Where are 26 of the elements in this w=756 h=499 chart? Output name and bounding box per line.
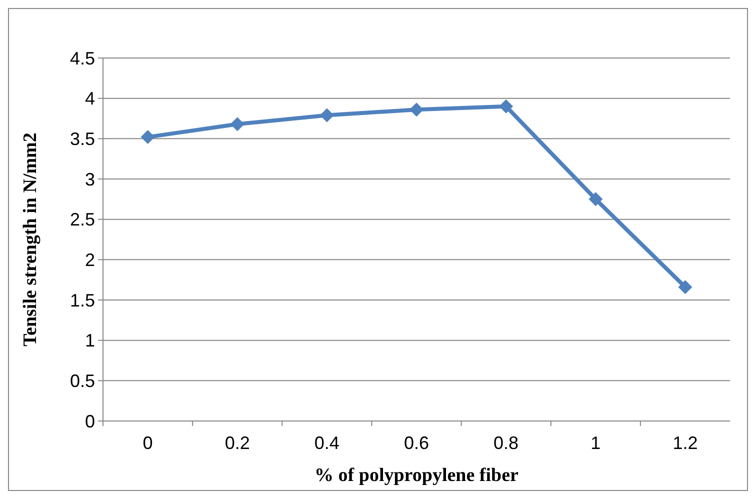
- point: [230, 117, 244, 132]
- x-tick-label: 1.2: [672, 433, 698, 453]
- x-tick-label: 0.6: [404, 433, 430, 453]
- point: [410, 102, 424, 117]
- point: [499, 99, 514, 114]
- y-tick-label: 0: [84, 411, 95, 432]
- x-tick-label: 0: [142, 433, 153, 453]
- y-tick-label: 3.5: [70, 128, 95, 149]
- y-tick-label: 0.5: [70, 370, 95, 391]
- x-tick-label: 0.4: [314, 433, 340, 453]
- point: [588, 192, 603, 206]
- x-tick-label: 1: [590, 433, 601, 453]
- y-tick-label: 4: [84, 88, 95, 109]
- y-tick-label: 3: [84, 169, 95, 190]
- point: [320, 108, 334, 122]
- x-tick-label: 0.8: [494, 433, 519, 453]
- x-tick-label: 0.2: [224, 433, 250, 453]
- point: [140, 130, 155, 144]
- point: [678, 280, 692, 294]
- y-tick-label: 2: [84, 250, 95, 270]
- y-tick-label: 2.5: [70, 210, 95, 230]
- y-axis-title: Tensile strength in N/mm2: [20, 132, 41, 346]
- y-tick-label: 1: [84, 330, 95, 351]
- x-axis-title: % of polypropylene fiber: [314, 465, 520, 486]
- y-tick-label: 1.5: [70, 290, 95, 310]
- y-tick-label: 4.5: [70, 48, 95, 68]
